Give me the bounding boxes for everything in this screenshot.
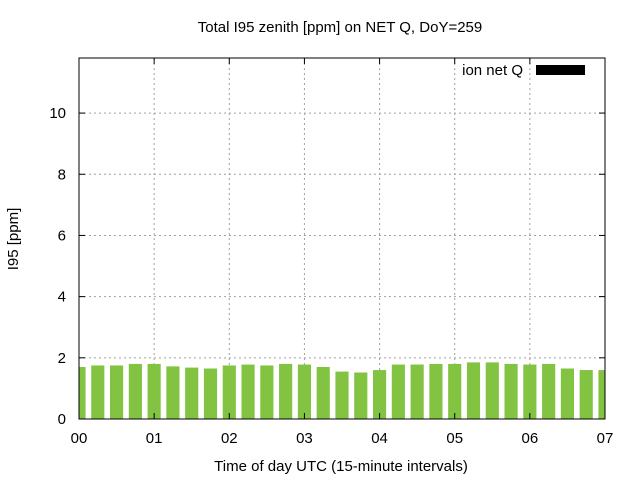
bar <box>241 364 255 419</box>
bar <box>222 365 236 419</box>
x-tick-label: 01 <box>146 430 163 447</box>
legend-swatch <box>536 65 585 75</box>
axis-ticks <box>78 58 606 420</box>
bar <box>166 366 180 419</box>
x-tick-label: 02 <box>221 430 238 447</box>
chart-title: Total I95 zenith [ppm] on NET Q, DoY=259 <box>198 19 482 36</box>
bar <box>410 364 424 419</box>
bar <box>542 363 556 419</box>
bar <box>429 363 443 419</box>
bar <box>504 363 518 419</box>
x-tick-label: 04 <box>371 430 388 447</box>
bar <box>391 364 405 419</box>
grid-lines <box>79 58 605 419</box>
bar <box>79 366 86 419</box>
x-tick-label: 03 <box>296 430 313 447</box>
y-tick-label: 2 <box>58 350 66 367</box>
bar <box>91 365 105 419</box>
bar <box>485 362 499 419</box>
bar <box>260 365 274 419</box>
y-axis-label: I95 [ppm] <box>5 208 22 271</box>
x-tick-label: 00 <box>71 430 88 447</box>
bar <box>128 363 142 419</box>
bar-series <box>79 362 605 419</box>
y-tick-label: 8 <box>58 166 66 183</box>
bar <box>598 370 605 419</box>
x-tick-label: 07 <box>597 430 614 447</box>
y-tick-label: 6 <box>58 227 66 244</box>
plot-area-border <box>78 57 606 420</box>
bar <box>448 363 462 419</box>
bar <box>579 370 593 419</box>
bar <box>297 364 312 419</box>
y-tick-label: 0 <box>58 411 66 428</box>
bar <box>109 365 124 419</box>
bar <box>335 371 349 419</box>
bar <box>185 367 199 419</box>
bar <box>372 370 387 419</box>
bar <box>203 368 218 419</box>
bar <box>523 364 537 419</box>
bar <box>147 363 161 419</box>
bar <box>279 363 293 419</box>
legend: ion net Q <box>462 62 585 79</box>
bar <box>560 368 575 419</box>
bar <box>354 372 368 419</box>
bar <box>466 362 481 419</box>
y-tick-label: 10 <box>49 105 66 122</box>
x-axis-label: Time of day UTC (15-minute intervals) <box>214 458 468 475</box>
x-tick-label: 06 <box>522 430 539 447</box>
x-tick-label: 05 <box>446 430 463 447</box>
legend-label: ion net Q <box>462 62 523 79</box>
bar <box>316 366 330 419</box>
y-tick-label: 4 <box>58 289 66 306</box>
